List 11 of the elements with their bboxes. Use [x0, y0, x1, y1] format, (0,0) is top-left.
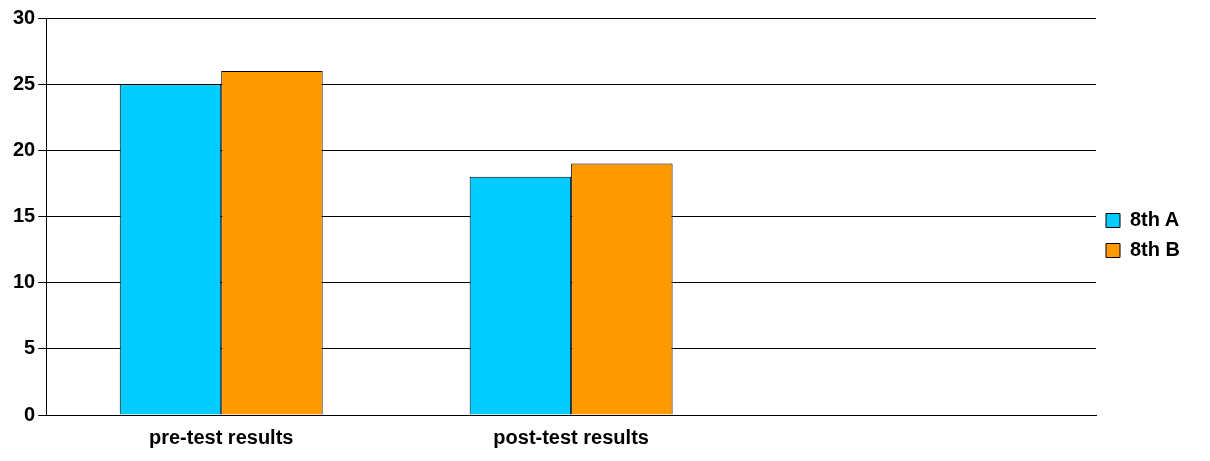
y-tick-label: 15 [13, 204, 36, 227]
y-tick-label: 20 [13, 137, 36, 160]
x-tick-label: post-test results [493, 425, 649, 448]
x-tick-label: pre-test results [148, 425, 294, 448]
y-tick-label: 30 [13, 5, 36, 28]
y-tick-label: 0 [24, 402, 36, 425]
y-tick-label: 5 [24, 336, 36, 359]
y-tick-label: 25 [13, 71, 36, 94]
legend-label: 8th A [1130, 208, 1180, 231]
y-tick-label: 10 [13, 270, 36, 293]
legend-label: 8th B [1130, 238, 1180, 261]
